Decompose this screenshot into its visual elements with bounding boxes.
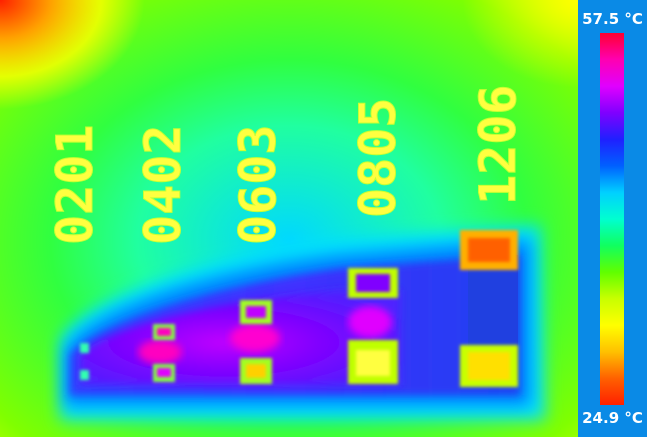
- temperature-scale-panel: 57.5 °C 24.9 °C: [578, 0, 647, 437]
- label-0201: 0201: [46, 125, 104, 245]
- label-1206: 1206: [469, 85, 527, 205]
- label-0603: 0603: [229, 125, 287, 245]
- label-0402: 0402: [134, 125, 192, 245]
- scale-min-label: 24.9 °C: [582, 409, 643, 427]
- pad-hotspots: [157, 238, 510, 380]
- silkscreen-labels: 0201 0402 0603 0805 1206: [46, 84, 528, 245]
- warm-region: [80, 290, 400, 385]
- color-scale-bar: [600, 33, 624, 405]
- scale-max-label: 57.5 °C: [582, 10, 643, 28]
- label-0805: 0805: [349, 98, 407, 218]
- thermal-image: 0201 0402 0603 0805 1206: [0, 0, 578, 437]
